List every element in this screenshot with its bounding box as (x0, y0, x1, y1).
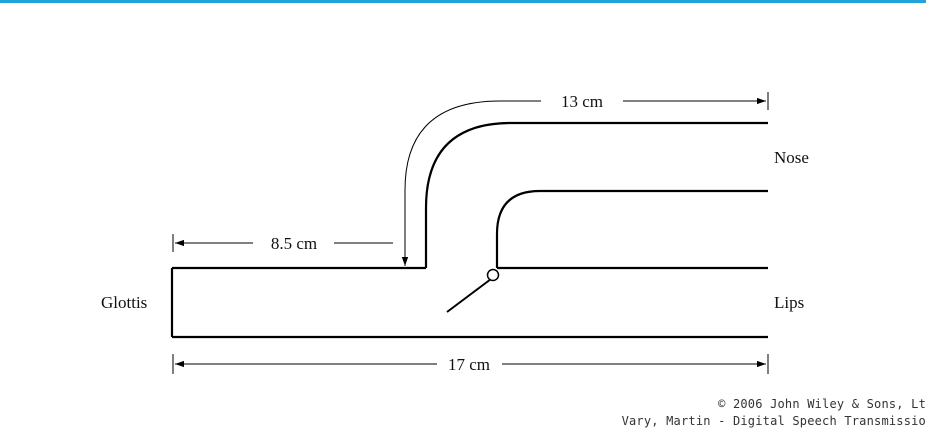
dim-nasal-branch-left-line (401, 100, 541, 266)
nose-label: Nose (774, 148, 809, 167)
top-accent-rule (0, 0, 926, 3)
lips-label: Lips (774, 293, 804, 312)
copyright-line: © 2006 John Wiley & Sons, Lt (718, 397, 926, 411)
nasal-tract-inner-wall (495, 189, 768, 268)
dim-total-label: 17 cm (448, 355, 490, 374)
glottis-label: Glottis (101, 293, 147, 312)
nasal-tract-outer-wall (424, 121, 768, 268)
dim-nasal-branch-label: 13 cm (561, 92, 603, 111)
velum-hinge (486, 268, 500, 282)
velum-flap (446, 278, 492, 313)
nasal-tract-tube (424, 121, 768, 268)
source-line: Vary, Martin - Digital Speech Transmissi… (621, 414, 926, 428)
dim-branch-point-label: 8.5 cm (271, 234, 317, 253)
oral-tract-tube (170, 266, 768, 339)
